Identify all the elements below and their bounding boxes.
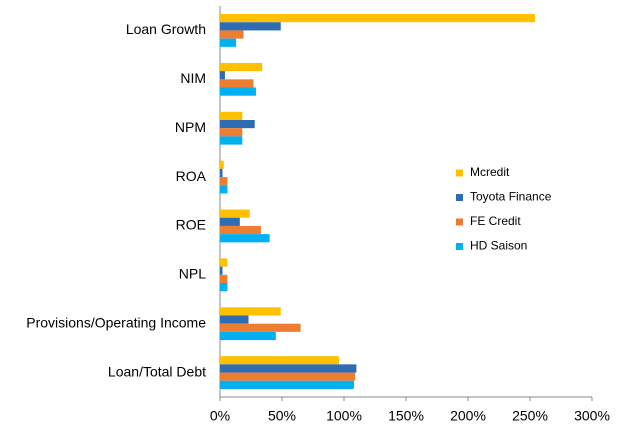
y-tick-label: Loan/Total Debt — [108, 363, 206, 379]
bar — [220, 209, 250, 218]
legend-swatch — [456, 243, 463, 250]
bar — [220, 87, 256, 96]
bar — [220, 38, 237, 47]
x-tick-label: 0% — [210, 408, 230, 424]
legend-swatch — [456, 169, 463, 177]
bar — [220, 119, 255, 129]
bar — [220, 217, 240, 226]
bar — [220, 283, 228, 292]
legend-label: Mcredit — [470, 165, 510, 179]
bar — [220, 315, 249, 324]
x-tick-label: 250% — [512, 408, 548, 424]
x-tick-label: 150% — [388, 408, 424, 424]
bar — [220, 364, 357, 373]
bar — [220, 307, 281, 316]
legend-label: Toyota Finance — [470, 190, 552, 204]
y-tick-label: ROE — [176, 217, 206, 233]
bar — [220, 30, 244, 39]
legend-label: FE Credit — [470, 214, 521, 228]
bar — [220, 79, 254, 88]
y-tick-label: NIM — [180, 70, 206, 86]
y-tick-label: Provisions/Operating Income — [26, 314, 206, 330]
bar — [220, 372, 356, 381]
bar — [220, 160, 224, 169]
bar — [220, 71, 225, 80]
bar — [220, 22, 281, 31]
y-tick-label: ROA — [176, 168, 207, 184]
bar — [220, 234, 270, 243]
bar — [220, 356, 340, 365]
x-tick-label: 200% — [450, 408, 486, 424]
y-tick-label: NPM — [175, 119, 206, 135]
legend-label: HD Saison — [470, 239, 527, 253]
bar — [220, 225, 261, 235]
bar — [220, 380, 354, 389]
bar — [220, 62, 263, 72]
bar — [220, 128, 243, 137]
bar — [220, 274, 228, 284]
legend-swatch — [456, 194, 463, 201]
bar — [220, 323, 301, 332]
bar — [220, 266, 223, 275]
bar — [220, 14, 535, 23]
bar — [220, 111, 243, 120]
bar — [220, 177, 228, 186]
bar — [220, 136, 243, 145]
bar — [220, 168, 223, 178]
bar — [220, 185, 228, 194]
legend-swatch — [456, 218, 463, 226]
x-tick-label: 300% — [574, 408, 610, 424]
y-tick-label: NPL — [179, 266, 206, 282]
bar — [220, 331, 276, 341]
x-tick-label: 50% — [268, 408, 296, 424]
x-tick-label: 100% — [326, 408, 362, 424]
bar — [220, 258, 228, 267]
y-tick-label: Loan Growth — [126, 21, 206, 37]
